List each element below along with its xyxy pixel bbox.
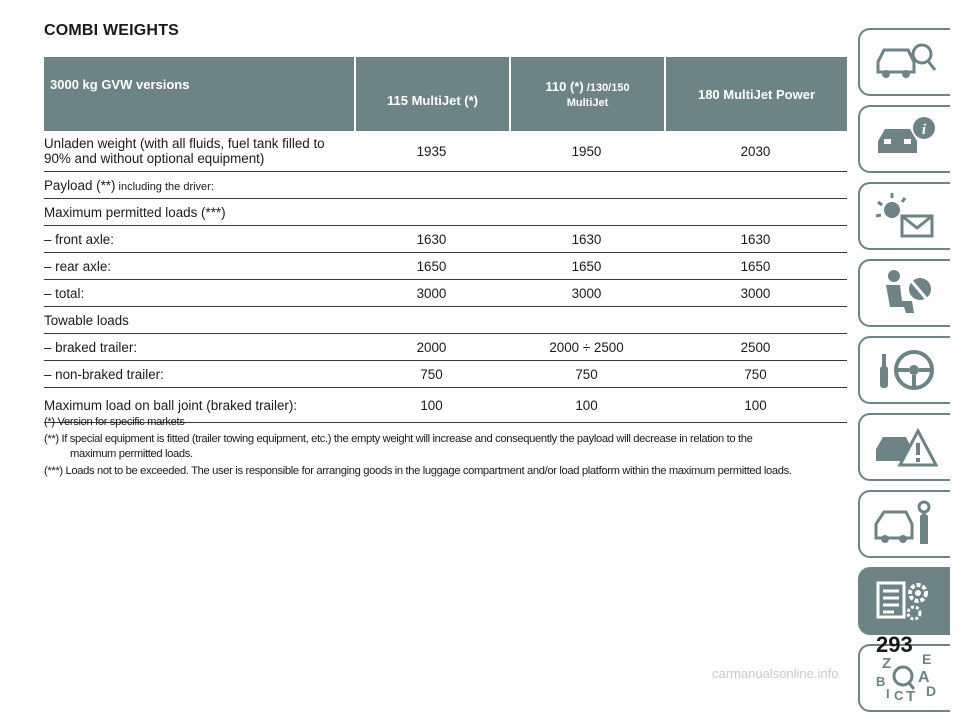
table-row: Payload (**) including the driver: bbox=[44, 172, 847, 199]
tab-knowing-instrument-panel[interactable]: i bbox=[858, 105, 950, 173]
cell-value: 1630 bbox=[509, 226, 664, 253]
cell-value: 100 bbox=[509, 388, 664, 423]
footnote-1: (*) Version for specific markets bbox=[44, 416, 185, 428]
weights-table: 3000 kg GVW versions 115 MultiJet (*) 11… bbox=[44, 57, 847, 423]
row-label: Maximum permitted loads (***) bbox=[44, 199, 847, 226]
table-row: – total: 3000 3000 3000 bbox=[44, 280, 847, 307]
cell-value: 3000 bbox=[509, 280, 664, 307]
table-row: Maximum load on ball joint (braked trail… bbox=[44, 388, 847, 423]
row-label: Towable loads bbox=[44, 307, 847, 334]
row-label: Payload (**) including the driver: bbox=[44, 172, 847, 199]
header-115-multijet: 115 MultiJet (*) bbox=[354, 57, 509, 131]
index-letter: I bbox=[886, 686, 890, 701]
index-letter: E bbox=[922, 652, 931, 667]
car-search-icon bbox=[876, 43, 937, 78]
tab-knowing-your-car[interactable] bbox=[858, 28, 950, 96]
header-130-150-label: /130/150 bbox=[583, 82, 630, 94]
watermark: carmanualsonline.info bbox=[712, 666, 839, 681]
technical-data-icon bbox=[876, 581, 928, 621]
chapter-tabs: i bbox=[858, 28, 960, 721]
cell-value: 100 bbox=[354, 388, 509, 423]
row-label: – front axle: bbox=[44, 226, 354, 253]
cell-value: 1650 bbox=[354, 253, 509, 280]
index-letter: B bbox=[876, 674, 885, 689]
header-multijet-label: MultiJet bbox=[566, 97, 609, 109]
cell-value: 1935 bbox=[354, 131, 509, 172]
table-header-row: 3000 kg GVW versions 115 MultiJet (*) 11… bbox=[44, 57, 847, 131]
airbag-seat-icon bbox=[886, 270, 932, 313]
table-row: – front axle: 1630 1630 1630 bbox=[44, 226, 847, 253]
cell-value: 1950 bbox=[509, 131, 664, 172]
steering-wheel-icon bbox=[880, 350, 934, 390]
footnote-2-continued: maximum permitted loads. bbox=[70, 448, 193, 460]
table-row: – non-braked trailer: 750 750 750 bbox=[44, 361, 847, 388]
row-label: – total: bbox=[44, 280, 354, 307]
footnote-2: (**) If special equipment is fitted (tra… bbox=[44, 433, 753, 445]
header-110-label: 110 (*) bbox=[545, 79, 584, 94]
row-label: – rear axle: bbox=[44, 253, 354, 280]
cell-value: 100 bbox=[664, 388, 847, 423]
row-label: Maximum load on ball joint (braked trail… bbox=[44, 388, 354, 423]
row-label: – braked trailer: bbox=[44, 334, 354, 361]
car-service-icon bbox=[874, 500, 931, 544]
row-label: Unladen weight (with all fluids, fuel ta… bbox=[44, 131, 354, 172]
cell-value: 1650 bbox=[664, 253, 847, 280]
table-row: Maximum permitted loads (***) bbox=[44, 199, 847, 226]
cell-value: 2500 bbox=[664, 334, 847, 361]
index-letter: D bbox=[926, 683, 936, 699]
breakdown-icon bbox=[876, 427, 938, 467]
svg-text:i: i bbox=[922, 122, 927, 138]
page-title: COMBI WEIGHTS bbox=[44, 22, 180, 39]
cell-value: 3000 bbox=[354, 280, 509, 307]
table-row: Towable loads bbox=[44, 307, 847, 334]
cell-value: 1650 bbox=[509, 253, 664, 280]
cell-value: 2000 bbox=[354, 334, 509, 361]
tab-technical-data[interactable] bbox=[858, 567, 950, 635]
header-180-multijet-power: 180 MultiJet Power bbox=[664, 57, 847, 131]
footnotes: (*) Version for specific markets (**) If… bbox=[44, 414, 854, 480]
alphabetical-index-icon: Z E B A C T D I bbox=[876, 652, 936, 704]
table-row: Unladen weight (with all fluids, fuel ta… bbox=[44, 131, 847, 172]
row-label: – non-braked trailer: bbox=[44, 361, 354, 388]
tab-servicing-care[interactable] bbox=[858, 490, 950, 558]
header-110-130-150-multijet: 110 (*) /130/150 MultiJet bbox=[509, 57, 664, 131]
tab-in-an-emergency[interactable] bbox=[858, 413, 950, 481]
page-number: 293 bbox=[876, 632, 913, 657]
warning-lights-icon bbox=[875, 193, 934, 238]
table-row: – braked trailer: 2000 2000 ÷ 2500 2500 bbox=[44, 334, 847, 361]
footnote-3: (***) Loads not to be exceeded. The user… bbox=[44, 465, 792, 477]
cell-value: 1630 bbox=[664, 226, 847, 253]
tab-safety[interactable] bbox=[858, 259, 950, 327]
cell-value: 1630 bbox=[354, 226, 509, 253]
cell-value: 750 bbox=[664, 361, 847, 388]
cell-value: 750 bbox=[354, 361, 509, 388]
tab-warning-lights[interactable] bbox=[858, 182, 950, 250]
cell-value: 3000 bbox=[664, 280, 847, 307]
table-row: – rear axle: 1650 1650 1650 bbox=[44, 253, 847, 280]
index-letter: Z bbox=[882, 655, 891, 672]
cell-value: 2000 ÷ 2500 bbox=[509, 334, 664, 361]
cell-value: 750 bbox=[509, 361, 664, 388]
car-info-icon: i bbox=[878, 117, 935, 153]
cell-value: 2030 bbox=[664, 131, 847, 172]
header-versions: 3000 kg GVW versions bbox=[44, 57, 354, 131]
index-letter: T bbox=[906, 688, 915, 704]
index-letter: C bbox=[894, 688, 904, 703]
tab-starting-driving[interactable] bbox=[858, 336, 950, 404]
index-letter: A bbox=[918, 669, 930, 686]
